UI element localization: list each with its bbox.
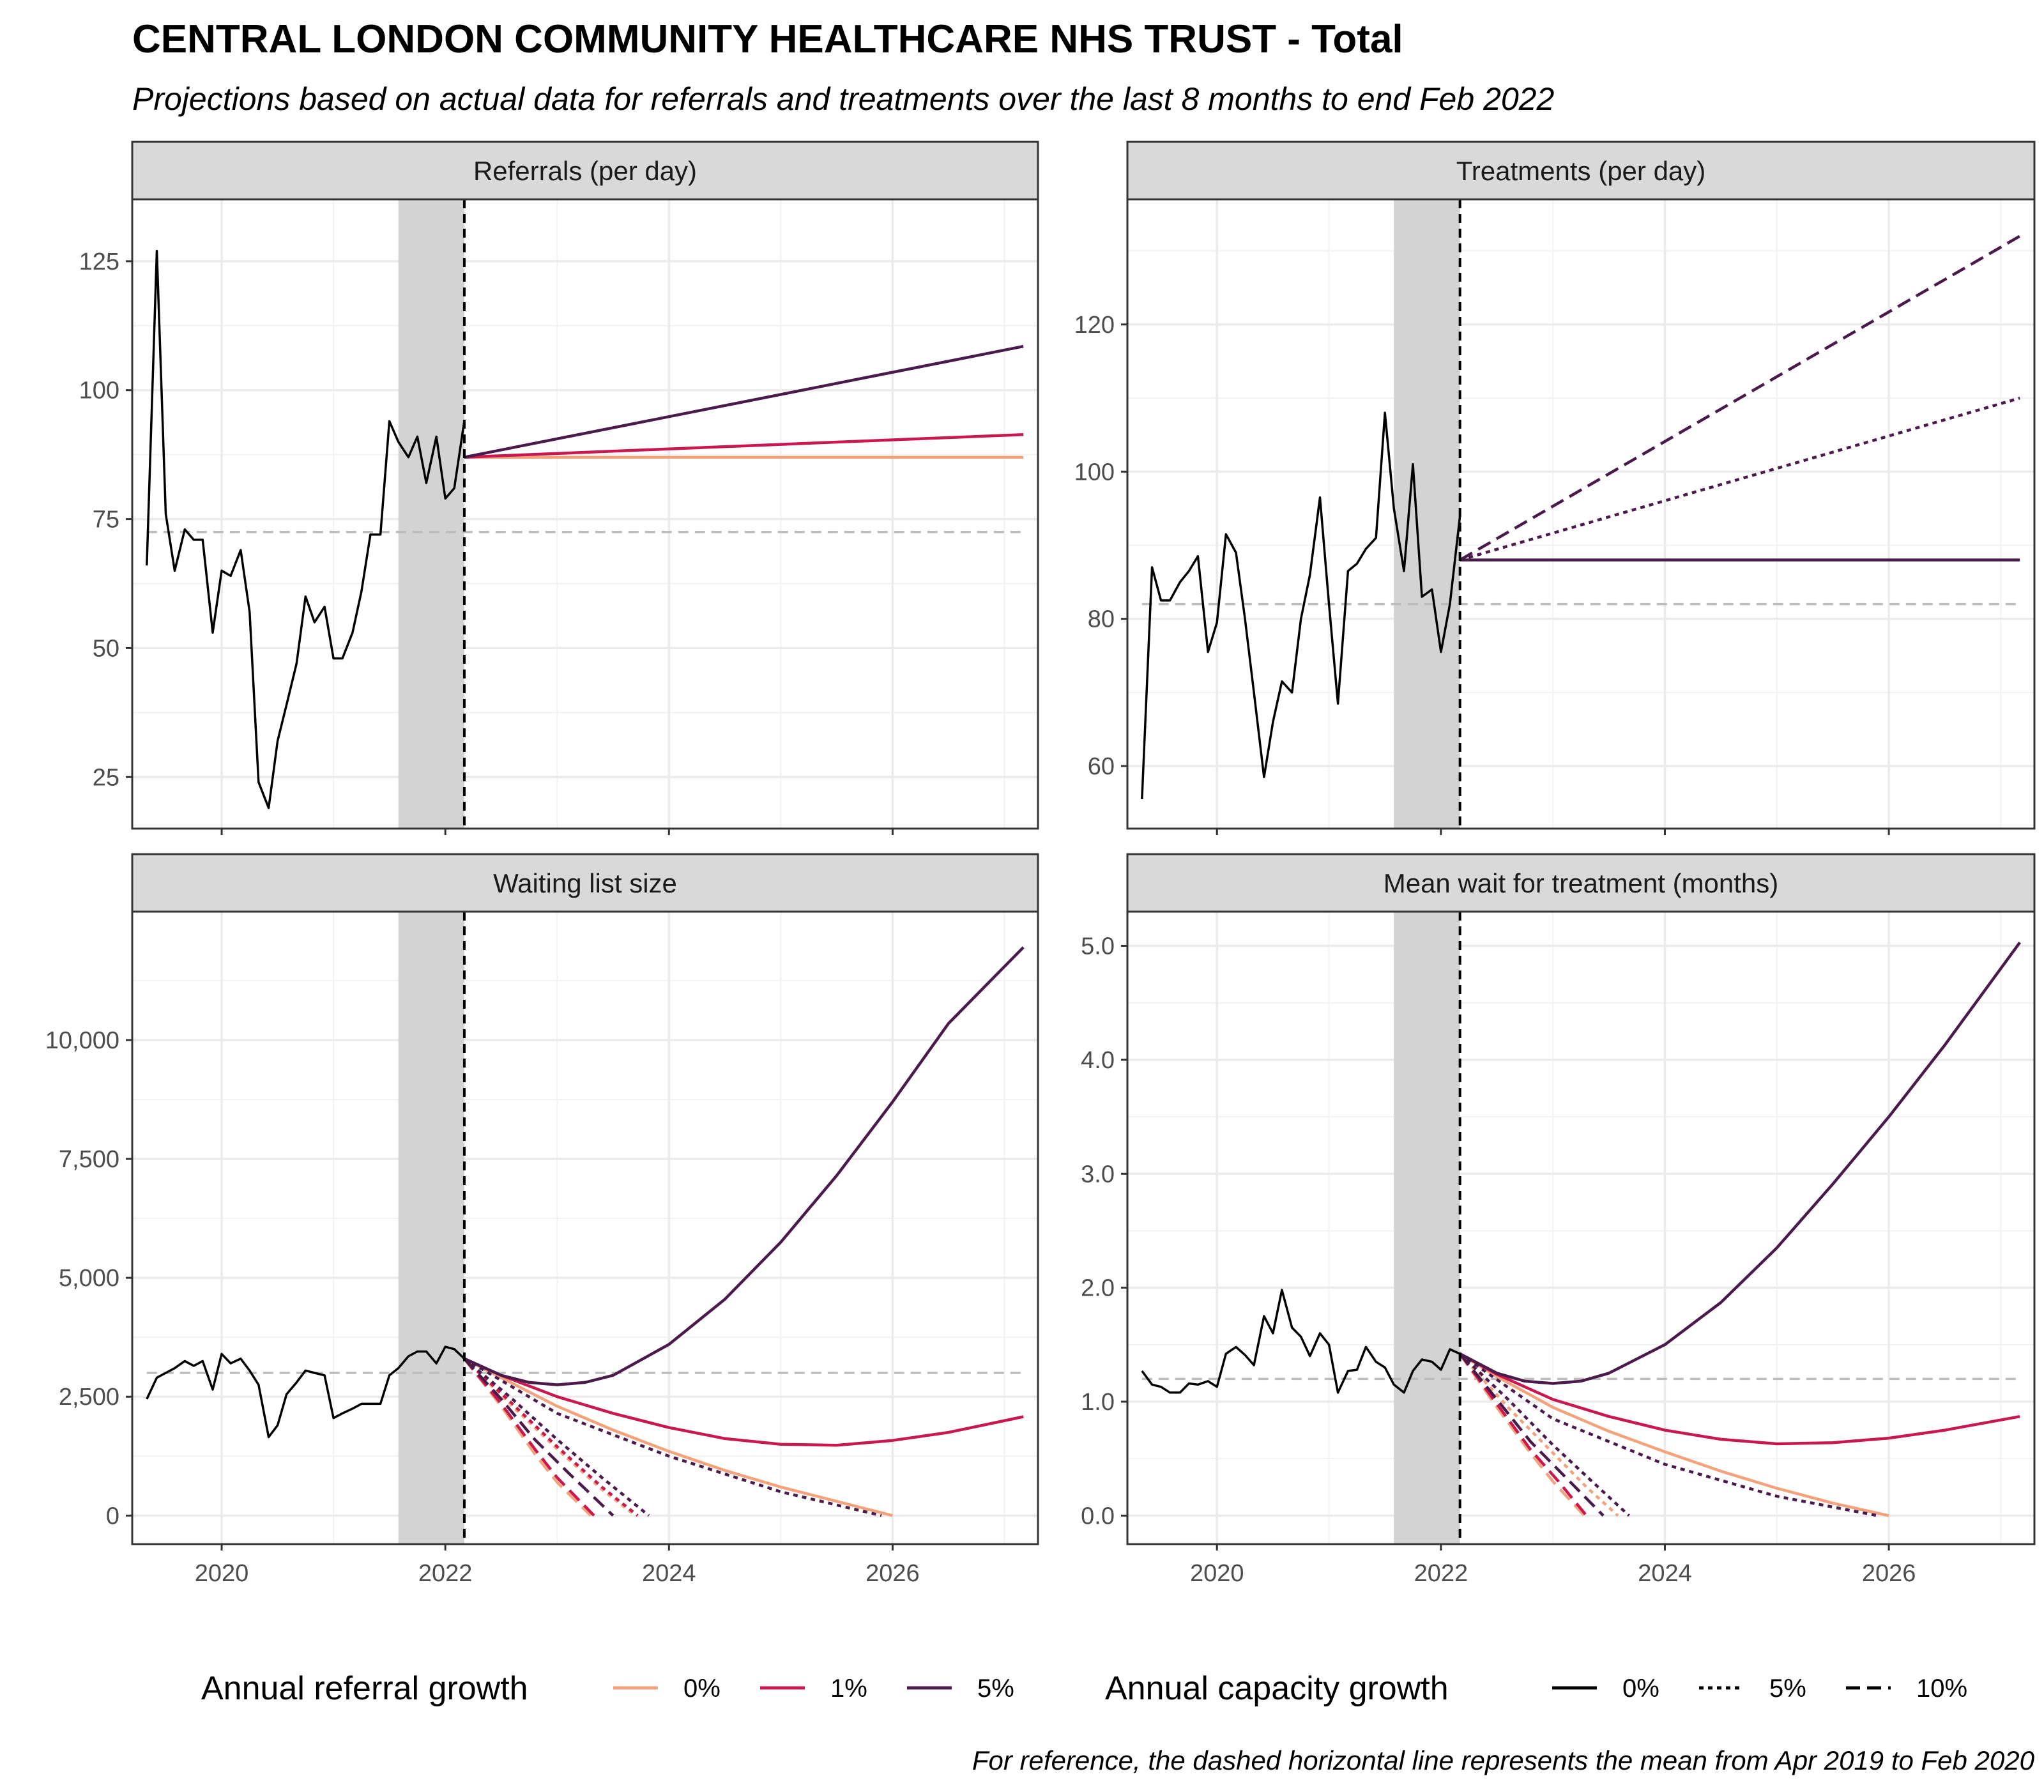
facet-strip [131,141,1039,201]
shaded-window [398,912,464,1544]
facet-panel: Referrals (per day) 25 50 75 100 125 [79,141,1039,835]
x-tick-label: 2020 [195,1560,249,1587]
legend-capacity-label: 0% [1622,1674,1659,1703]
y-tick-label: 60 [1088,753,1115,780]
projection-series-line [464,433,1024,459]
facet-strip-label: Treatments (per day) [1456,156,1706,186]
x-tick-label: 2024 [1638,1560,1692,1587]
plot-area [146,249,1024,809]
y-tick-label: 3.0 [1081,1161,1115,1188]
x-tick-label: 2022 [1414,1560,1468,1587]
projection-series-line [1458,1352,1588,1517]
x-tick-label: 2020 [1190,1560,1244,1587]
y-tick-label: 5,000 [59,1265,119,1292]
y-tick-label: 75 [93,507,119,533]
projection-series-line [463,1358,595,1517]
y-tick-label: 10,000 [45,1027,119,1054]
projection-series-line [463,1357,893,1517]
projection-series-line [464,344,1024,459]
y-tick-label: 2,500 [59,1384,119,1411]
legend-referral-title: Annual referral growth [201,1670,528,1707]
actual-series-line [146,249,466,809]
legend-capacity-title: Annual capacity growth [1105,1670,1449,1707]
legend-referral-label: 5% [977,1674,1014,1703]
panel-background [1127,912,2034,1544]
chart-title: CENTRAL LONDON COMMUNITY HEALTHCARE NHS … [132,17,1403,61]
shaded-window [1394,199,1460,829]
y-tick-label: 5.0 [1081,933,1115,960]
x-tick-label: 2022 [418,1560,473,1587]
facet-strip-label: Waiting list size [493,868,677,898]
projection-series-line [1459,1352,1630,1517]
chart-caption: For reference, the dashed horizontal lin… [972,1745,2035,1775]
projection-series-line [1459,1352,1619,1517]
facet-strip-label: Mean wait for treatment (months) [1384,868,1779,898]
projection-series-line [1459,1352,1879,1517]
projection-series-line [463,1357,1024,1447]
y-tick-label: 7,500 [59,1146,119,1173]
x-tick-label: 2026 [866,1560,920,1587]
facet-panels: Referrals (per day) 25 50 75 100 125 Treatment… [45,141,2036,1587]
legend-capacity-label: 10% [1916,1674,1967,1703]
y-tick-label: 1.0 [1081,1389,1115,1416]
projection-series-line [1459,1352,2020,1446]
projection-series-line [1458,1352,1605,1517]
y-tick-label: 125 [79,249,119,275]
legend-referral-items: 0% 1% 5% [613,1674,1014,1703]
y-tick-label: 2.0 [1081,1275,1115,1302]
projection-series-line [463,1357,882,1517]
projection-series-line [1459,941,2022,1385]
legend-capacity-items: 0% 5% 10% [1552,1674,1967,1703]
facet-strip-label: Referrals (per day) [473,156,697,186]
legend-referral-label: 1% [830,1674,867,1703]
x-tick-label: 2026 [1862,1560,1916,1587]
y-tick-label: 50 [93,635,119,662]
y-tick-label: 100 [1074,459,1115,486]
facet-panel: Mean wait for treatment (months) 0.0 1.0 2.… [1081,853,2036,1587]
y-tick-label: 4.0 [1081,1047,1115,1074]
projection-series-line [1460,396,2020,562]
shaded-window [1394,912,1460,1544]
projection-series-line [463,1358,592,1517]
plot-area [1141,941,2022,1517]
projection-series-line [463,1358,614,1517]
projection-series-line [1459,234,2021,562]
plot-area [1141,234,2021,799]
actual-series-line [1141,411,1461,799]
y-tick-label: 0 [106,1503,119,1529]
shaded-window [398,199,464,829]
x-tick-label: 2024 [642,1560,696,1587]
actual-series-line [146,1345,466,1439]
facet-panel: Treatments (per day) 60 80 100 120 [1074,141,2036,835]
y-tick-label: 0.0 [1081,1503,1115,1529]
y-tick-label: 25 [93,764,119,791]
y-tick-label: 80 [1088,606,1115,633]
facet-strip [131,853,1039,913]
legend-capacity-label: 5% [1769,1674,1806,1703]
projection-series-line [463,946,1025,1386]
facet-panel: Waiting list size 0 2,500 5,000 7,500 10,000 2… [45,853,1039,1587]
actual-series-line [1141,1289,1461,1394]
chart-subtitle: Projections based on actual data for ref… [132,81,1554,117]
y-tick-label: 100 [79,378,119,404]
projection-series-line [463,1358,639,1517]
facet-strip [1126,141,2036,201]
panel-background [1127,199,2034,829]
panel-background [132,199,1038,829]
panel-background [132,912,1038,1544]
plot-area [146,946,1025,1517]
legend-referral-label: 0% [683,1674,721,1703]
facet-strip [1126,853,2036,913]
projection-series-line [1459,1352,1889,1517]
y-tick-label: 120 [1074,312,1115,339]
legend: Annual referral growth 0% 1% 5% Annual cap… [201,1670,1967,1707]
